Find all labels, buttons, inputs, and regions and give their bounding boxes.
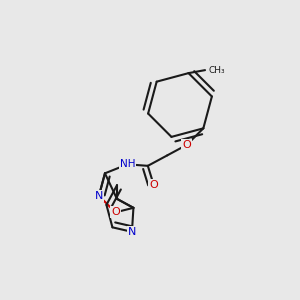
- Text: CH₃: CH₃: [208, 66, 225, 75]
- Text: N: N: [128, 227, 136, 237]
- Text: N: N: [95, 191, 103, 201]
- Text: N: N: [128, 227, 136, 237]
- Text: O: O: [182, 140, 191, 150]
- Text: O: O: [149, 180, 158, 190]
- Text: O: O: [111, 207, 120, 217]
- Text: NH: NH: [120, 159, 135, 169]
